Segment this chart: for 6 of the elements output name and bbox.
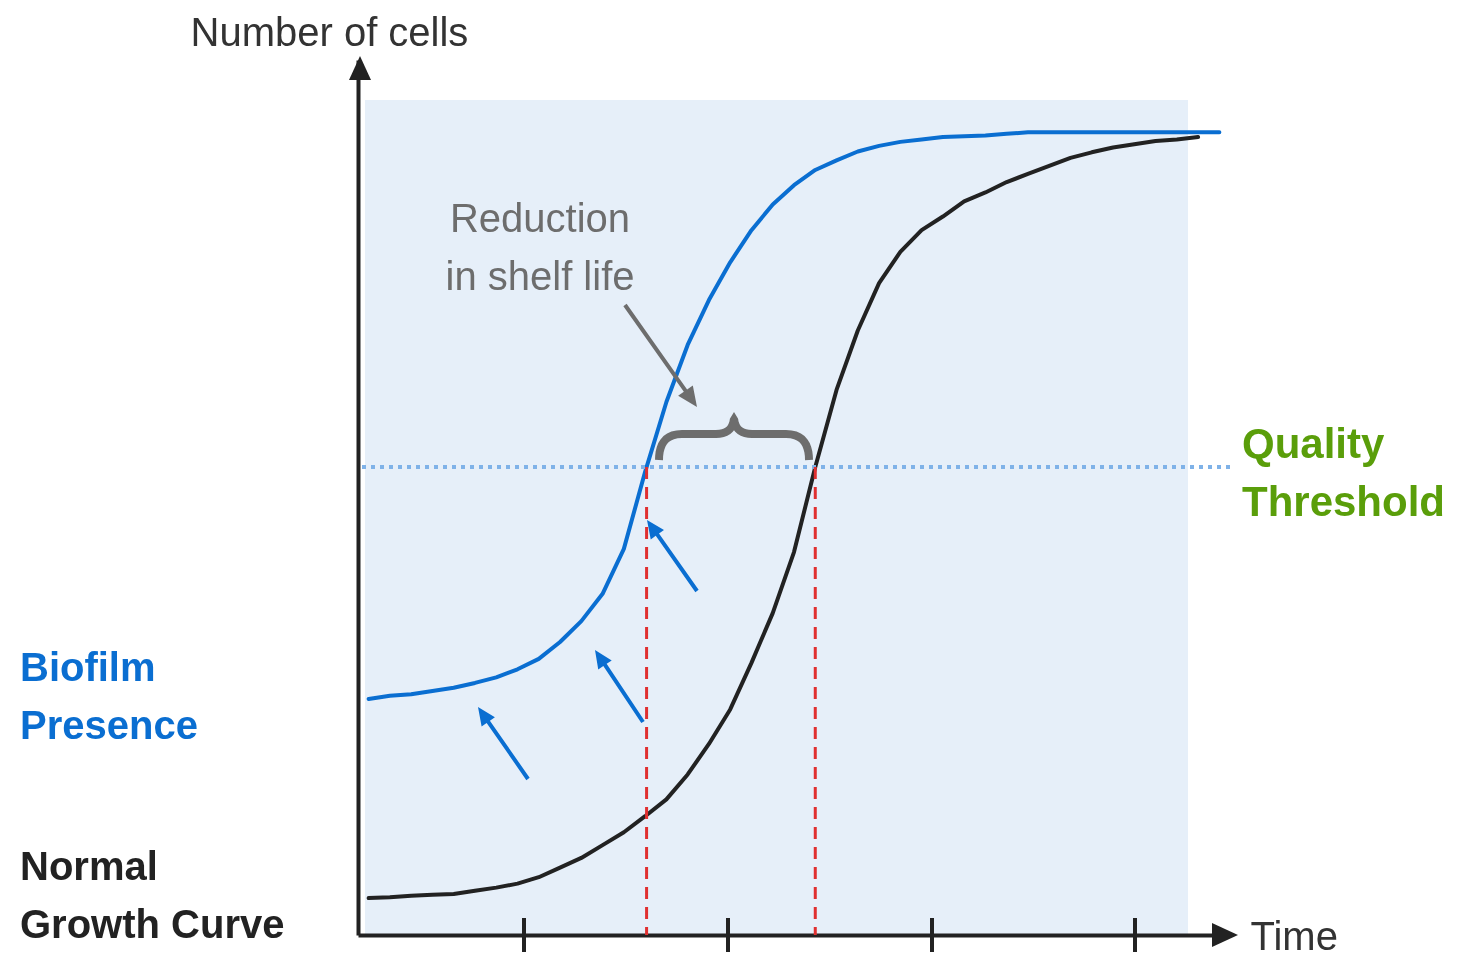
ref-line-label: Quality Threshold [1242, 420, 1446, 525]
y-axis-title: Number of cells [190, 9, 469, 54]
annotation: Reduction in shelf life [445, 196, 635, 298]
x-axis-title: Time [1250, 913, 1338, 955]
text: Biofilm Presence [20, 644, 198, 747]
text: Normal Growth Curve [20, 844, 285, 947]
